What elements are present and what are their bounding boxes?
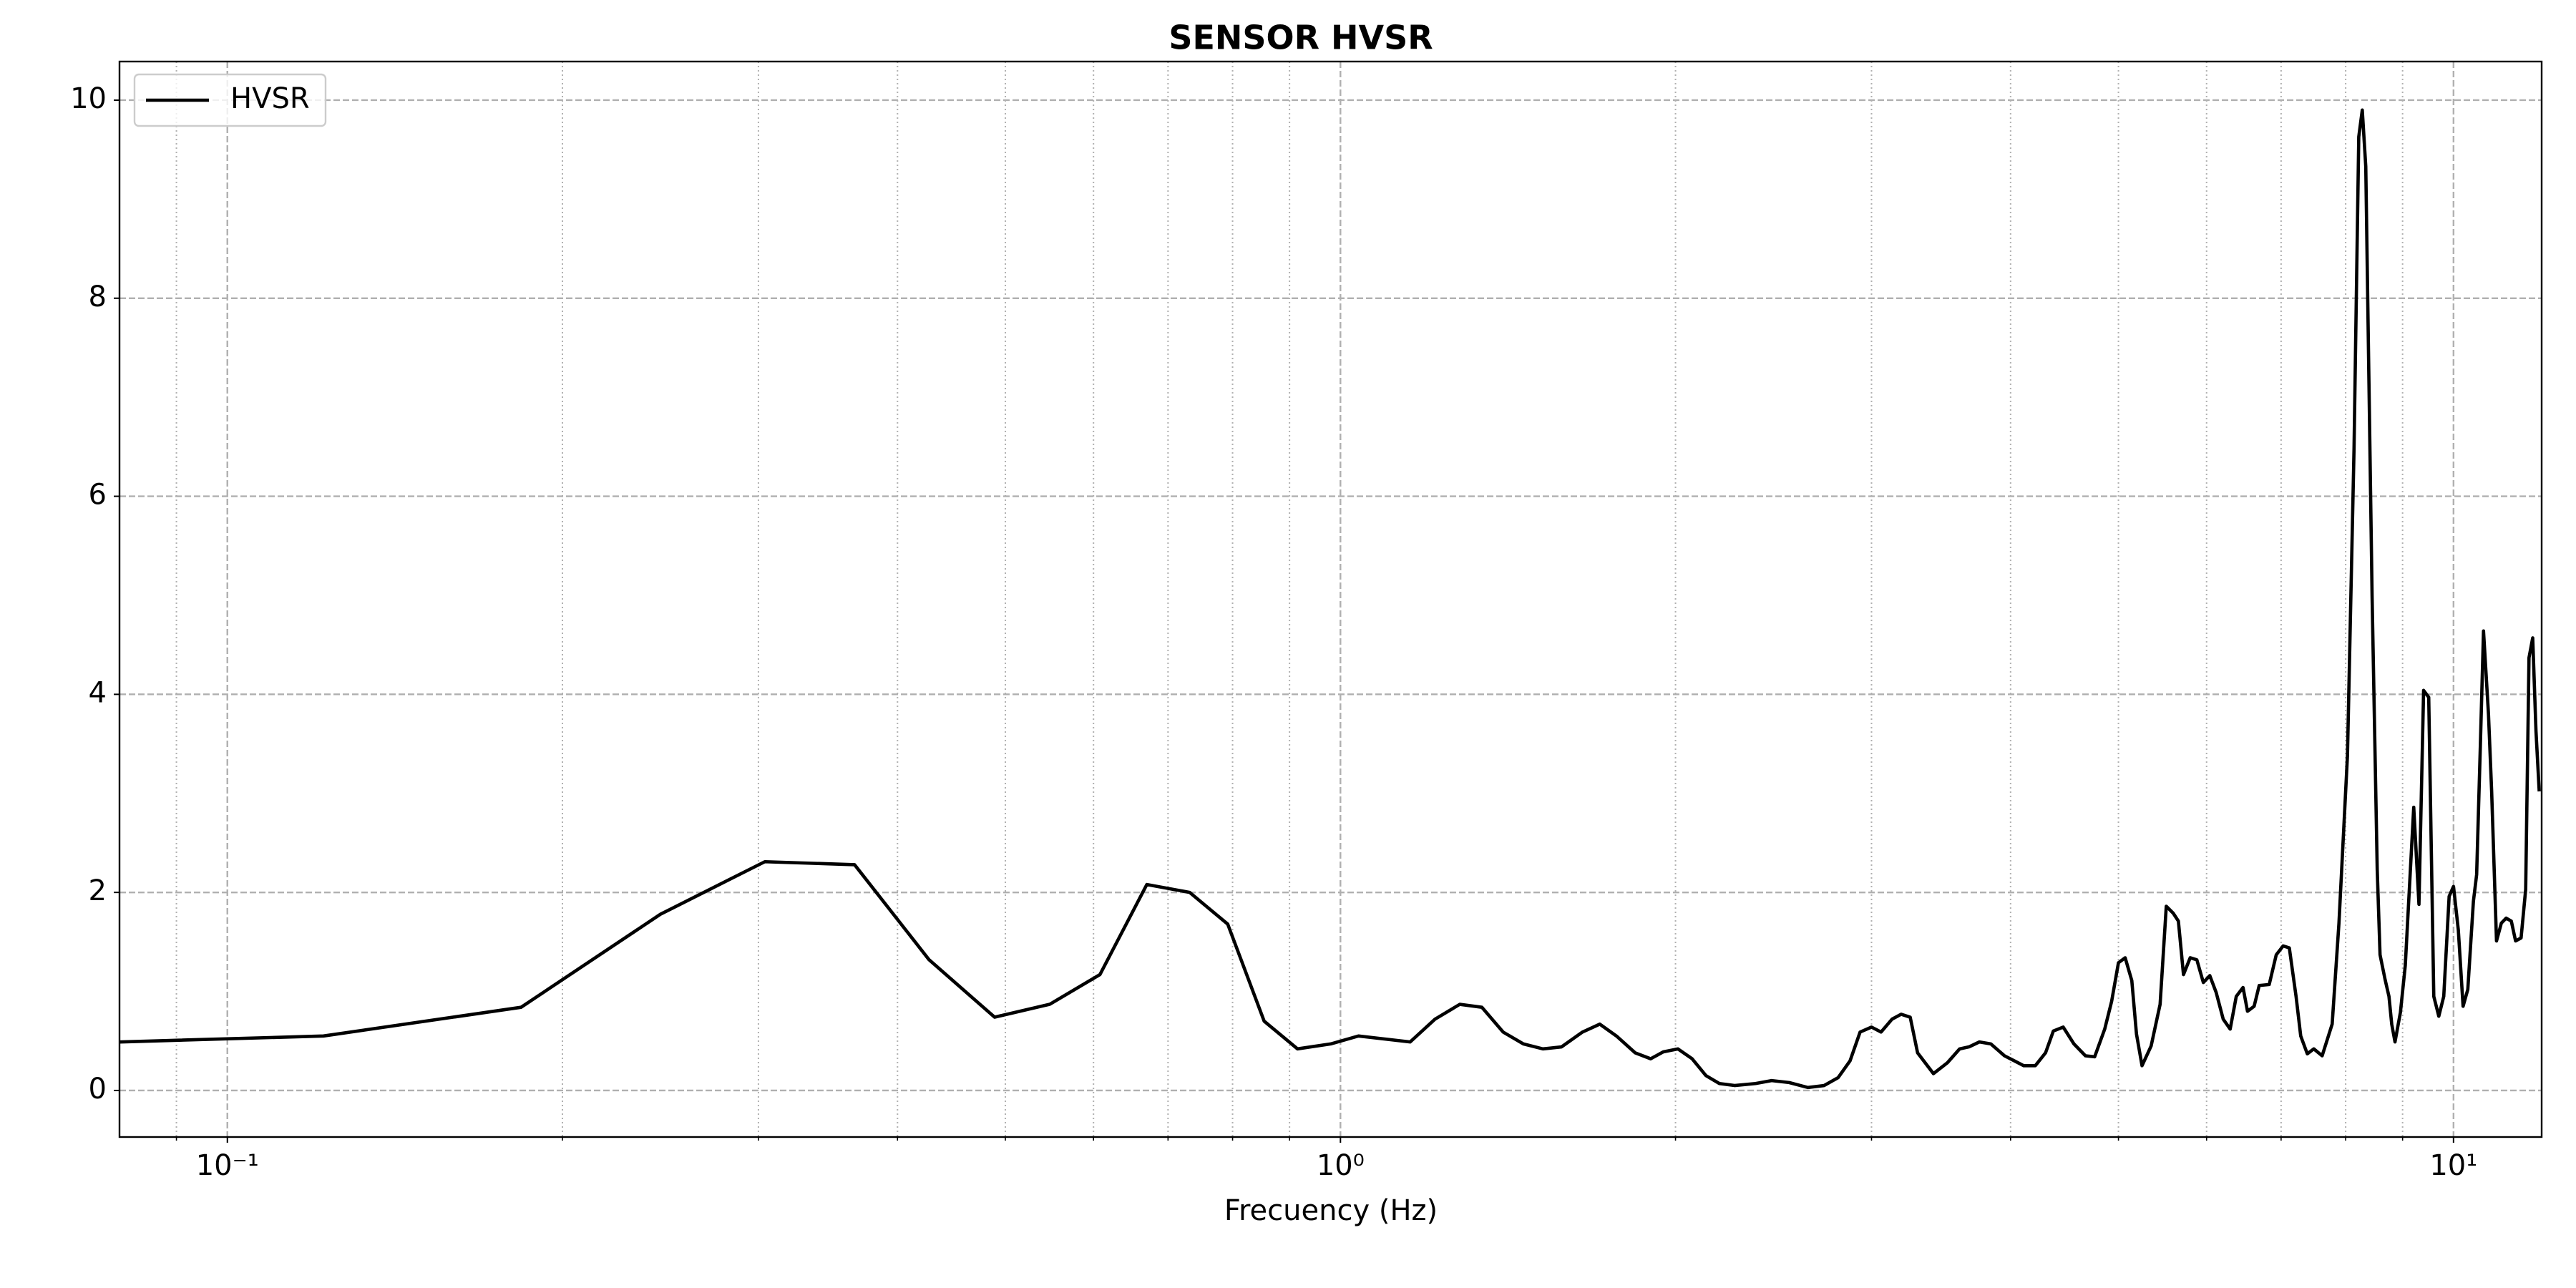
- y-tick-label: 6: [89, 479, 107, 512]
- y-tick-label: 8: [89, 280, 107, 313]
- x-axis-label: Frecuency (Hz): [1224, 1194, 1438, 1227]
- series-line: [119, 108, 2541, 1090]
- chart-title: SENSOR HVSR: [1169, 19, 1433, 57]
- legend-box: [133, 73, 327, 127]
- legend-label: HVSR: [230, 82, 310, 115]
- x-tick-label: 10⁰: [1317, 1149, 1365, 1182]
- x-tick-label: 10¹: [2429, 1149, 2477, 1182]
- plot-frame: [118, 60, 2543, 1138]
- y-tick-label: 10: [70, 82, 107, 115]
- grid: 0 2 4 6 8 10 10⁻¹ 10⁰ 10¹: [70, 62, 2542, 1182]
- y-tick-label: 2: [89, 874, 107, 907]
- y-tick-label: 4: [89, 676, 107, 709]
- y-tick-label: 0: [89, 1073, 107, 1106]
- plot: [119, 108, 2541, 1090]
- legend: HVSR: [133, 73, 327, 127]
- x-tick-label: 10⁻¹: [196, 1149, 259, 1182]
